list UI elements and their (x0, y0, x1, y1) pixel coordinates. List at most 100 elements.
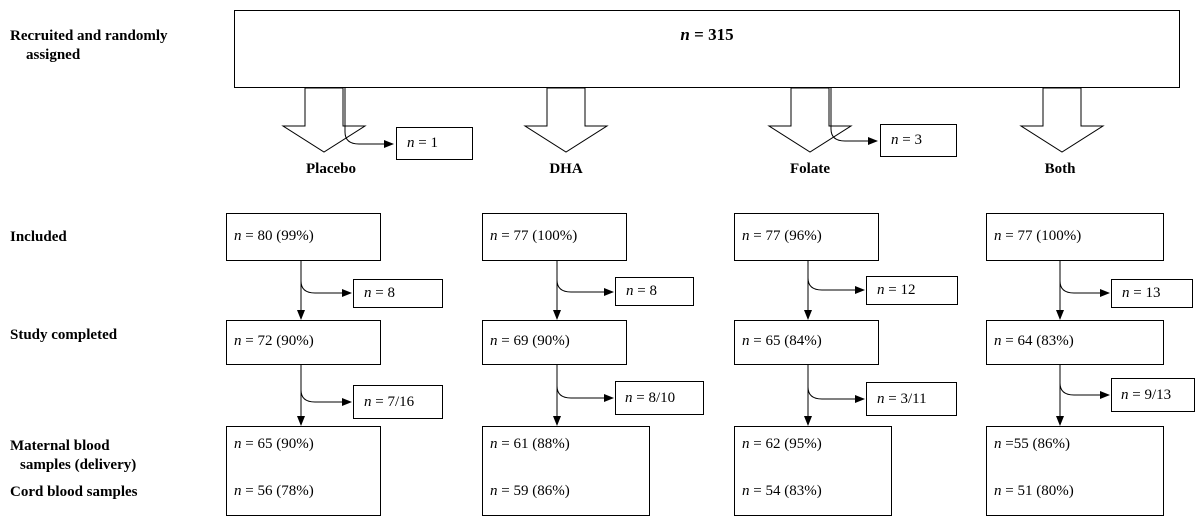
n-symbol: n (877, 391, 885, 407)
dha-completed-text: n = 69 (90%) (490, 333, 570, 350)
n-value: = 12 (884, 282, 916, 298)
arm-label-placebo: Placebo (306, 161, 356, 177)
placebo-completed-box: n = 72 (90%) (226, 320, 381, 365)
n-value: = 51 (80%) (1001, 483, 1074, 499)
folate-sample-loss-box: n = 3/11 (866, 382, 957, 416)
row-label-maternal-line2: samples (delivery) (20, 457, 137, 473)
exclusion-arrow-placebo (344, 88, 394, 148)
n-symbol: n (994, 483, 1002, 499)
n-value: = 59 (86%) (497, 483, 570, 499)
n-symbol: n (1121, 387, 1129, 403)
placebo-loss-arrow-1 (300, 270, 352, 297)
placebo-sample-loss-box: n = 7/16 (353, 385, 443, 419)
n-symbol: n (234, 483, 242, 499)
placebo-samples-box: n = 65 (90%) n = 56 (78%) (226, 426, 381, 516)
both-included-box: n = 77 (100%) (986, 213, 1164, 261)
both-completed-text: n = 64 (83%) (994, 333, 1074, 350)
both-lost-text: n = 13 (1122, 285, 1160, 302)
folate-sample-loss-text: n = 3/11 (877, 391, 927, 408)
both-samples-box: n =55 (86%) n = 51 (80%) (986, 426, 1164, 516)
both-cord-text: n = 51 (80%) (994, 483, 1074, 500)
dha-cord-text: n = 59 (86%) (490, 483, 570, 500)
row-label-maternal-line1: Maternal blood (10, 438, 110, 454)
both-sample-loss-text: n = 9/13 (1121, 387, 1171, 404)
folate-lost-text: n = 12 (877, 282, 915, 299)
both-lost-box: n = 13 (1111, 279, 1193, 308)
placebo-completed-text: n = 72 (90%) (234, 333, 314, 350)
dha-samples-box: n = 61 (88%) n = 59 (86%) (482, 426, 650, 516)
arm-label-dha: DHA (549, 161, 583, 177)
dha-lost-text: n = 8 (626, 283, 657, 300)
n-value: = 54 (83%) (749, 483, 822, 499)
n-value: = 3/11 (884, 391, 927, 407)
both-loss-arrow-1 (1059, 270, 1110, 297)
block-arrow-both (1019, 87, 1105, 153)
dha-maternal-text: n = 61 (88%) (490, 436, 570, 453)
n-value: = 13 (1129, 285, 1161, 301)
dha-loss-arrow-1 (556, 270, 614, 296)
n-value: = 9/13 (1128, 387, 1172, 403)
dha-sample-loss-text: n = 8/10 (625, 390, 675, 407)
excluded-box-placebo: n = 1 (396, 127, 473, 160)
n-symbol: n (994, 436, 1002, 452)
n-value: = 77 (96%) (749, 228, 822, 244)
n-value: = 56 (78%) (241, 483, 314, 499)
folate-loss-arrow-2 (807, 374, 865, 403)
both-included-text: n = 77 (100%) (994, 228, 1081, 245)
block-arrow-dha (523, 87, 609, 153)
placebo-loss-arrow-2 (300, 374, 352, 406)
placebo-sample-loss-text: n = 7/16 (364, 394, 414, 411)
n-value: = 3 (898, 132, 922, 148)
n-symbol: n (234, 228, 242, 244)
placebo-included-box: n = 80 (99%) (226, 213, 381, 261)
dha-included-box: n = 77 (100%) (482, 213, 627, 261)
n-value: = 7/16 (371, 394, 415, 410)
row-label-completed: Study completed (10, 327, 118, 343)
n-value: = 61 (88%) (497, 436, 570, 452)
block-arrow-folate (767, 87, 853, 153)
n-symbol: n (1122, 285, 1130, 301)
placebo-included-text: n = 80 (99%) (234, 228, 314, 245)
randomized-n-value: = 315 (689, 25, 734, 44)
n-value: = 69 (90%) (497, 333, 570, 349)
n-value: = 8/10 (632, 390, 676, 406)
folate-samples-box: n = 62 (95%) n = 54 (83%) (734, 426, 892, 516)
n-value: = 62 (95%) (749, 436, 822, 452)
n-symbol: n (742, 436, 750, 452)
folate-completed-text: n = 65 (84%) (742, 333, 822, 350)
randomized-count: n = 315 (235, 25, 1179, 45)
both-maternal-text: n =55 (86%) (994, 436, 1070, 453)
folate-lost-box: n = 12 (866, 276, 958, 305)
n-value: = 72 (90%) (241, 333, 314, 349)
n-symbol: n (994, 333, 1002, 349)
dha-completed-box: n = 69 (90%) (482, 320, 627, 365)
randomized-box: n = 315 (234, 10, 1180, 88)
excluded-box-folate: n = 3 (880, 124, 957, 157)
randomized-n-symbol: n (680, 25, 690, 44)
n-symbol: n (742, 483, 750, 499)
n-value: = 64 (83%) (1001, 333, 1074, 349)
n-symbol: n (625, 390, 633, 406)
n-value: = 65 (90%) (241, 436, 314, 452)
folate-included-box: n = 77 (96%) (734, 213, 879, 261)
n-symbol: n (994, 228, 1002, 244)
n-symbol: n (626, 283, 634, 299)
n-symbol: n (891, 132, 899, 148)
n-symbol: n (742, 333, 750, 349)
n-value: = 8 (633, 283, 657, 299)
placebo-maternal-text: n = 65 (90%) (234, 436, 314, 453)
placebo-lost-text: n = 8 (364, 285, 395, 302)
n-symbol: n (490, 483, 498, 499)
n-symbol: n (407, 135, 415, 151)
n-symbol: n (490, 436, 498, 452)
n-value: = 77 (100%) (497, 228, 578, 244)
excluded-box-placebo-text: n = 1 (407, 135, 438, 152)
folate-cord-text: n = 54 (83%) (742, 483, 822, 500)
n-symbol: n (364, 394, 372, 410)
n-value: = 77 (100%) (1001, 228, 1082, 244)
row-label-cord: Cord blood samples (10, 484, 138, 500)
n-symbol: n (490, 228, 498, 244)
exclusion-arrow-folate (830, 88, 878, 145)
n-value: = 80 (99%) (241, 228, 314, 244)
